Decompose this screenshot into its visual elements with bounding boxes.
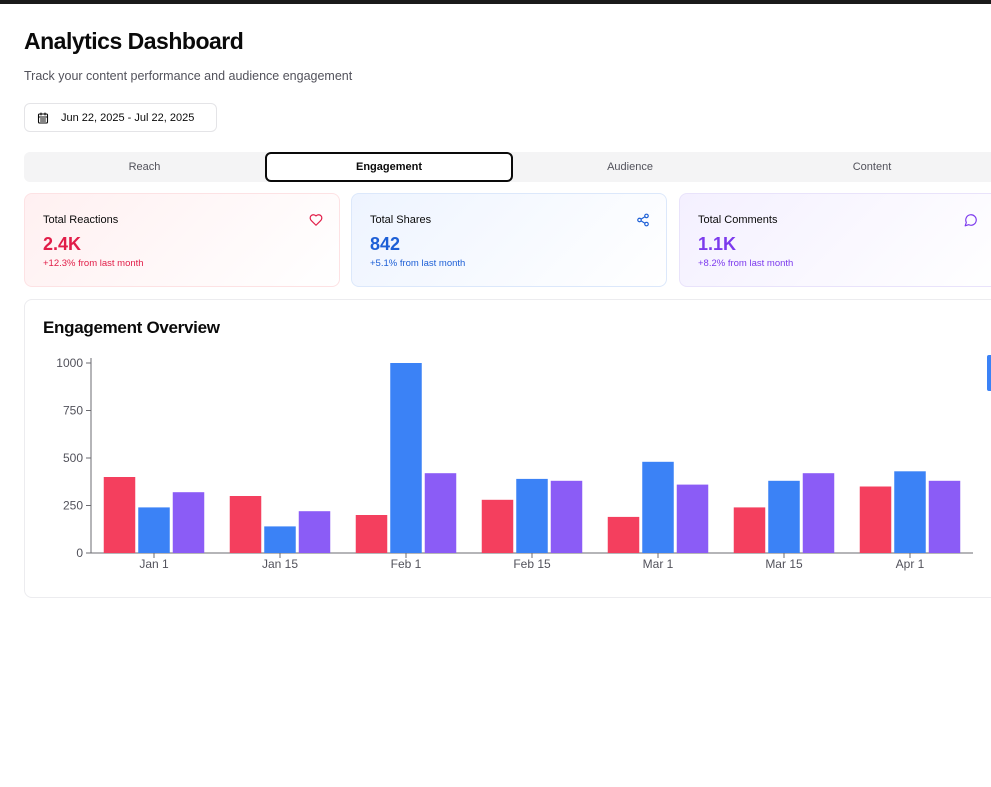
tab-engagement[interactable]: Engagement xyxy=(265,152,513,182)
bar-reactions-mar-1[interactable] xyxy=(607,516,640,553)
card-value: 842 xyxy=(370,234,401,254)
x-tick-label: Jan 15 xyxy=(262,557,298,571)
bar-comments-jan-15[interactable] xyxy=(298,511,331,553)
card-change: +12.3% from last month xyxy=(43,258,144,269)
bar-comments-apr-1[interactable] xyxy=(928,480,961,553)
bar-shares-feb-1[interactable] xyxy=(390,363,422,553)
x-tick-label: Jan 1 xyxy=(139,557,169,571)
y-tick-label: 750 xyxy=(63,404,83,418)
x-tick-label: Mar 1 xyxy=(643,557,674,571)
bar-reactions-mar-15[interactable] xyxy=(733,507,766,553)
bar-reactions-jan-1[interactable] xyxy=(103,477,136,553)
x-tick-label: Apr 1 xyxy=(896,557,925,571)
x-tick-label: Feb 15 xyxy=(513,557,551,571)
comment-icon xyxy=(964,214,977,227)
date-range-label: Jun 22, 2025 - Jul 22, 2025 xyxy=(61,111,195,124)
tab-content[interactable]: Content xyxy=(852,161,892,173)
engagement-bar-chart: 0 250 500 750 1000 Jan 1 Jan 15 Feb 1 Feb 15 Mar … xyxy=(56,356,973,571)
calendar-icon xyxy=(37,111,49,124)
tab-list: Reach Engagement Audience Content xyxy=(24,152,991,182)
bar-comments-jan-1[interactable] xyxy=(172,492,205,553)
card-title: Total Comments xyxy=(698,214,778,226)
y-tick-label: 500 xyxy=(63,451,83,465)
heart-icon xyxy=(309,214,323,226)
total-shares-card: Total Shares 842 +5.1% from last month xyxy=(351,193,667,287)
card-title: Total Shares xyxy=(370,214,432,226)
card-change: +5.1% from last month xyxy=(370,258,466,269)
window-top-edge xyxy=(0,0,991,4)
x-tick-label: Mar 15 xyxy=(765,557,803,571)
total-reactions-card: Total Reactions 2.4K +12.3% from last mo… xyxy=(24,193,340,287)
scroll-handle[interactable] xyxy=(987,355,991,391)
card-title: Total Reactions xyxy=(43,214,119,226)
x-tick-label: Feb 1 xyxy=(391,557,422,571)
tab-audience[interactable]: Audience xyxy=(607,161,653,173)
card-value: 1.1K xyxy=(698,234,737,254)
engagement-overview-card: Engagement Overview 0 250 500 750 1000 Jan 1 J… xyxy=(24,299,991,598)
bar-shares-feb-15[interactable] xyxy=(516,478,548,553)
bar-shares-jan-15[interactable] xyxy=(264,526,296,553)
bar-shares-apr-1[interactable] xyxy=(894,471,926,553)
bar-shares-jan-1[interactable] xyxy=(138,507,170,553)
bar-reactions-jan-15[interactable] xyxy=(229,496,262,553)
card-value: 2.4K xyxy=(43,234,82,254)
bar-shares-mar-1[interactable] xyxy=(642,461,674,553)
bar-comments-mar-15[interactable] xyxy=(802,473,835,553)
chart-title: Engagement Overview xyxy=(43,318,220,337)
tab-reach[interactable]: Reach xyxy=(128,161,161,173)
bar-shares-mar-15[interactable] xyxy=(768,480,800,553)
total-comments-card: Total Comments 1.1K +8.2% from last mont… xyxy=(679,193,991,287)
bar-comments-feb-1[interactable] xyxy=(424,473,457,553)
share-icon xyxy=(637,213,649,227)
bar-reactions-feb-1[interactable] xyxy=(355,515,388,553)
page-title: Analytics Dashboard xyxy=(24,28,244,54)
y-tick-label: 1000 xyxy=(56,356,83,370)
bar-comments-feb-15[interactable] xyxy=(550,480,583,553)
bar-comments-mar-1[interactable] xyxy=(676,484,709,553)
y-tick-label: 0 xyxy=(76,546,83,560)
page-subtitle: Track your content performance and audie… xyxy=(24,69,353,83)
card-change: +8.2% from last month xyxy=(698,258,794,269)
y-tick-label: 250 xyxy=(63,499,83,513)
bar-reactions-apr-1[interactable] xyxy=(859,486,892,554)
date-range-picker[interactable]: Jun 22, 2025 - Jul 22, 2025 xyxy=(24,103,217,132)
bar-reactions-feb-15[interactable] xyxy=(481,499,514,553)
